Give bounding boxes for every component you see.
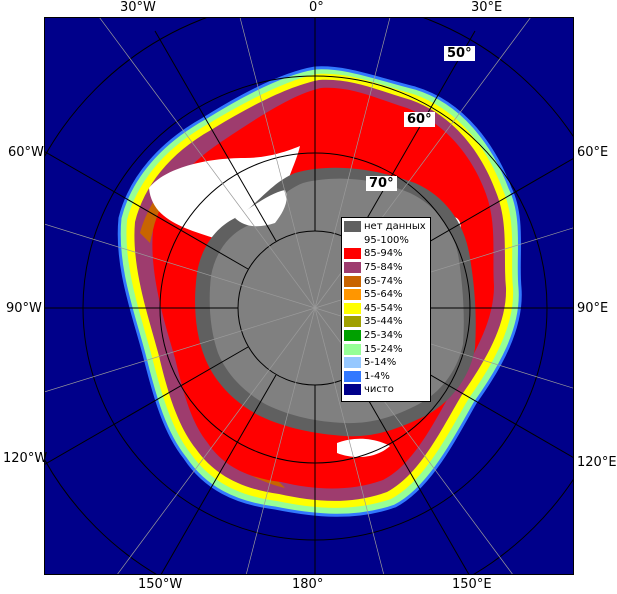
legend-swatch: [344, 302, 361, 314]
legend-label: 55-64%: [364, 289, 403, 301]
legend-swatch: [344, 262, 361, 274]
legend-swatch: [344, 330, 361, 342]
lon-label-60w: 60°W: [8, 145, 44, 160]
legend-item: нет данных: [344, 220, 428, 234]
lon-label-90w: 90°W: [6, 301, 42, 316]
legend-item: 5-14%: [344, 356, 428, 370]
legend-swatch: [344, 357, 361, 369]
meridian-150e: [353, 374, 470, 574]
legend-swatch: [344, 370, 361, 382]
lon-label-180: 180°: [292, 577, 324, 592]
sea-ice-map: [45, 18, 573, 574]
meridians: [45, 18, 573, 574]
legend-label: 95-100%: [364, 234, 409, 246]
legend-swatch: [344, 343, 361, 355]
legend-label: чисто: [364, 384, 394, 396]
lon-label-30w: 30°W: [120, 0, 156, 15]
lon-label-150w: 150°W: [138, 577, 183, 592]
meridian-120w: [45, 346, 249, 465]
legend-label: 5-14%: [364, 357, 397, 369]
meridian-60w: [45, 151, 249, 270]
legend-item: 55-64%: [344, 288, 428, 302]
legend-item: 95-100%: [344, 234, 428, 248]
lon-label-30e: 30°E: [471, 0, 503, 15]
legend-swatch: [344, 234, 361, 246]
meridian-30e: [353, 30, 476, 242]
legend-label: 1-4%: [364, 370, 390, 382]
legend-item: 35-44%: [344, 315, 428, 329]
legend-item: 25-34%: [344, 329, 428, 343]
lon-label-0: 0°: [309, 0, 324, 15]
legend-label: 35-44%: [364, 316, 403, 328]
legend-swatch: [344, 384, 361, 396]
legend-label: 25-34%: [364, 330, 403, 342]
legend-item: 75-84%: [344, 261, 428, 275]
legend-item: 85-94%: [344, 247, 428, 261]
legend-swatch: [344, 221, 361, 233]
legend-item: 45-54%: [344, 302, 428, 316]
lon-label-150e: 150°E: [452, 577, 492, 592]
legend-swatch: [344, 289, 361, 301]
ice-concentration-legend: нет данных 95-100% 85-94% 75-84% 65-74% 55-64…: [341, 217, 431, 402]
legend-swatch: [344, 248, 361, 260]
meridian-150w: [160, 374, 277, 574]
meridian-30w: [154, 30, 277, 242]
lon-label-60e: 60°E: [577, 145, 609, 160]
legend-label: 65-74%: [364, 275, 403, 287]
legend-label: 75-84%: [364, 262, 403, 274]
lat-label-50: 50°: [444, 46, 475, 61]
lon-label-120w: 120°W: [3, 451, 48, 466]
lon-label-90e: 90°E: [577, 301, 609, 316]
legend-label: 85-94%: [364, 248, 403, 260]
legend-label: 45-54%: [364, 302, 403, 314]
legend-item: 1-4%: [344, 370, 428, 384]
lat-label-70: 70°: [366, 176, 397, 191]
legend-label: нет данных: [364, 221, 426, 233]
lon-label-120e: 120°E: [577, 455, 617, 470]
map-frame: [44, 17, 574, 575]
lat-label-60: 60°: [404, 112, 435, 127]
legend-item: 15-24%: [344, 342, 428, 356]
legend-swatch: [344, 275, 361, 287]
legend-item: 65-74%: [344, 274, 428, 288]
legend-swatch: [344, 316, 361, 328]
legend-item: чисто: [344, 383, 428, 397]
legend-label: 15-24%: [364, 343, 403, 355]
